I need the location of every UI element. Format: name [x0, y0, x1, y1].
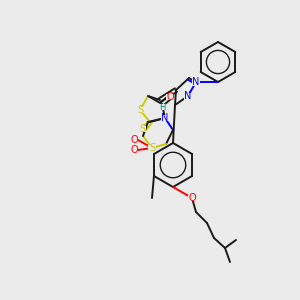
Bar: [138, 126, 146, 132]
Bar: [148, 145, 156, 151]
Bar: [161, 115, 169, 121]
Text: O: O: [188, 193, 196, 203]
Text: N: N: [184, 91, 192, 101]
Text: N: N: [192, 77, 200, 87]
Text: O: O: [166, 92, 174, 102]
Text: O: O: [130, 135, 138, 145]
Bar: [158, 104, 166, 110]
Bar: [192, 79, 200, 86]
Bar: [130, 137, 138, 143]
Text: S: S: [139, 124, 145, 134]
Bar: [184, 92, 192, 100]
Bar: [136, 107, 144, 113]
Text: S: S: [149, 143, 155, 153]
Bar: [188, 195, 196, 201]
Text: N: N: [161, 113, 169, 123]
Text: O: O: [130, 145, 138, 155]
Bar: [130, 147, 138, 153]
Bar: [166, 94, 174, 100]
Text: S: S: [137, 105, 143, 115]
Text: H: H: [159, 103, 165, 112]
